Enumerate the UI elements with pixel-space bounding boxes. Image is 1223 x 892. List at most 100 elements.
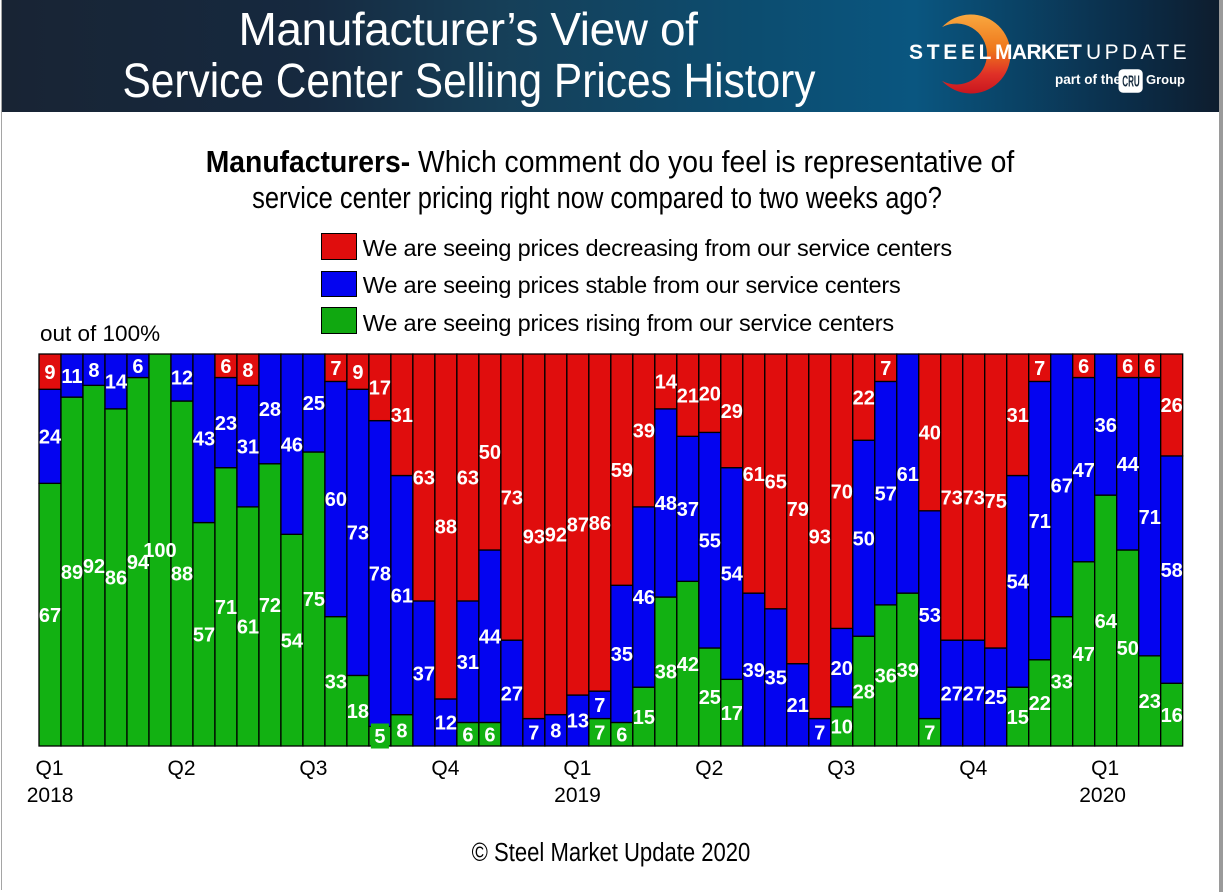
svg-text:53: 53 [918,605,940,627]
svg-text:86: 86 [588,513,610,535]
svg-text:20: 20 [830,658,852,680]
svg-text:33: 33 [324,672,346,694]
svg-text:39: 39 [896,660,918,682]
svg-text:25: 25 [698,687,720,709]
svg-text:93: 93 [808,526,830,548]
svg-text:6: 6 [132,356,143,378]
svg-text:25: 25 [984,687,1006,709]
svg-text:7: 7 [924,722,935,744]
svg-text:57: 57 [874,483,896,505]
svg-text:6: 6 [1078,356,1089,378]
svg-text:13: 13 [566,711,588,733]
svg-text:31: 31 [1006,405,1028,427]
svg-text:17: 17 [368,378,390,400]
svg-text:48: 48 [654,493,676,515]
svg-text:7: 7 [814,722,825,744]
svg-text:37: 37 [676,499,698,521]
svg-text:70: 70 [830,481,852,503]
svg-text:35: 35 [610,644,632,666]
svg-text:38: 38 [654,662,676,684]
svg-text:28: 28 [852,681,874,703]
svg-text:93: 93 [522,526,544,548]
svg-text:37: 37 [412,664,434,686]
svg-text:47: 47 [1072,644,1094,666]
svg-text:6: 6 [616,724,627,746]
svg-text:73: 73 [962,487,984,509]
svg-text:28: 28 [258,399,280,421]
svg-text:14: 14 [104,372,126,394]
svg-text:7: 7 [1034,358,1045,380]
svg-text:15: 15 [1006,707,1028,729]
svg-text:73: 73 [940,487,962,509]
svg-text:25: 25 [302,393,324,415]
svg-text:7: 7 [594,695,605,717]
svg-text:27: 27 [940,683,962,705]
svg-text:9: 9 [44,362,55,384]
svg-text:21: 21 [676,385,698,407]
svg-text:23: 23 [214,413,236,435]
svg-text:89: 89 [60,562,82,584]
svg-text:50: 50 [852,528,874,550]
svg-text:6: 6 [1144,356,1155,378]
svg-text:35: 35 [764,668,786,690]
svg-text:61: 61 [896,464,918,486]
svg-text:79: 79 [786,499,808,521]
svg-text:44: 44 [478,626,500,648]
svg-text:67: 67 [1050,476,1072,498]
svg-text:18: 18 [346,701,368,723]
svg-text:23: 23 [1138,691,1160,713]
svg-text:61: 61 [742,464,764,486]
svg-text:8: 8 [396,721,407,743]
svg-text:33: 33 [1050,672,1072,694]
svg-text:54: 54 [280,630,302,652]
svg-text:46: 46 [280,434,302,456]
svg-text:6: 6 [220,356,231,378]
svg-text:7: 7 [528,722,539,744]
svg-text:39: 39 [632,421,654,443]
svg-text:87: 87 [566,515,588,537]
svg-text:54: 54 [1006,572,1028,594]
svg-text:75: 75 [984,491,1006,513]
svg-text:11: 11 [61,366,82,388]
svg-text:8: 8 [550,721,561,743]
svg-text:100: 100 [143,540,176,562]
svg-text:6: 6 [1122,356,1133,378]
svg-text:71: 71 [1028,511,1050,533]
svg-text:43: 43 [192,428,214,450]
svg-text:6: 6 [484,724,495,746]
svg-text:75: 75 [302,589,324,611]
svg-text:7: 7 [330,358,341,380]
svg-text:27: 27 [962,683,984,705]
svg-text:67: 67 [38,605,60,627]
svg-text:71: 71 [214,597,236,619]
svg-text:61: 61 [236,617,258,639]
svg-text:39: 39 [742,660,764,682]
svg-text:22: 22 [1028,693,1050,715]
svg-text:26: 26 [1160,395,1182,417]
svg-text:36: 36 [874,666,896,688]
svg-text:59: 59 [610,460,632,482]
svg-text:65: 65 [764,472,786,494]
svg-text:8: 8 [88,360,99,382]
svg-text:21: 21 [786,695,808,717]
svg-text:15: 15 [632,707,654,729]
svg-text:31: 31 [456,652,478,674]
svg-text:36: 36 [1094,415,1116,437]
svg-text:61: 61 [390,585,412,607]
svg-text:60: 60 [324,489,346,511]
svg-text:47: 47 [1072,460,1094,482]
svg-text:5: 5 [374,726,385,748]
svg-text:42: 42 [676,654,698,676]
svg-text:72: 72 [258,595,280,617]
svg-text:94: 94 [126,552,148,574]
svg-text:14: 14 [654,372,676,394]
svg-text:7: 7 [880,358,891,380]
svg-text:50: 50 [1116,638,1138,660]
svg-text:50: 50 [478,442,500,464]
svg-text:92: 92 [544,525,566,547]
svg-text:88: 88 [434,517,456,539]
svg-text:54: 54 [720,564,742,586]
svg-text:86: 86 [104,568,126,590]
svg-text:88: 88 [170,564,192,586]
svg-text:29: 29 [720,401,742,423]
